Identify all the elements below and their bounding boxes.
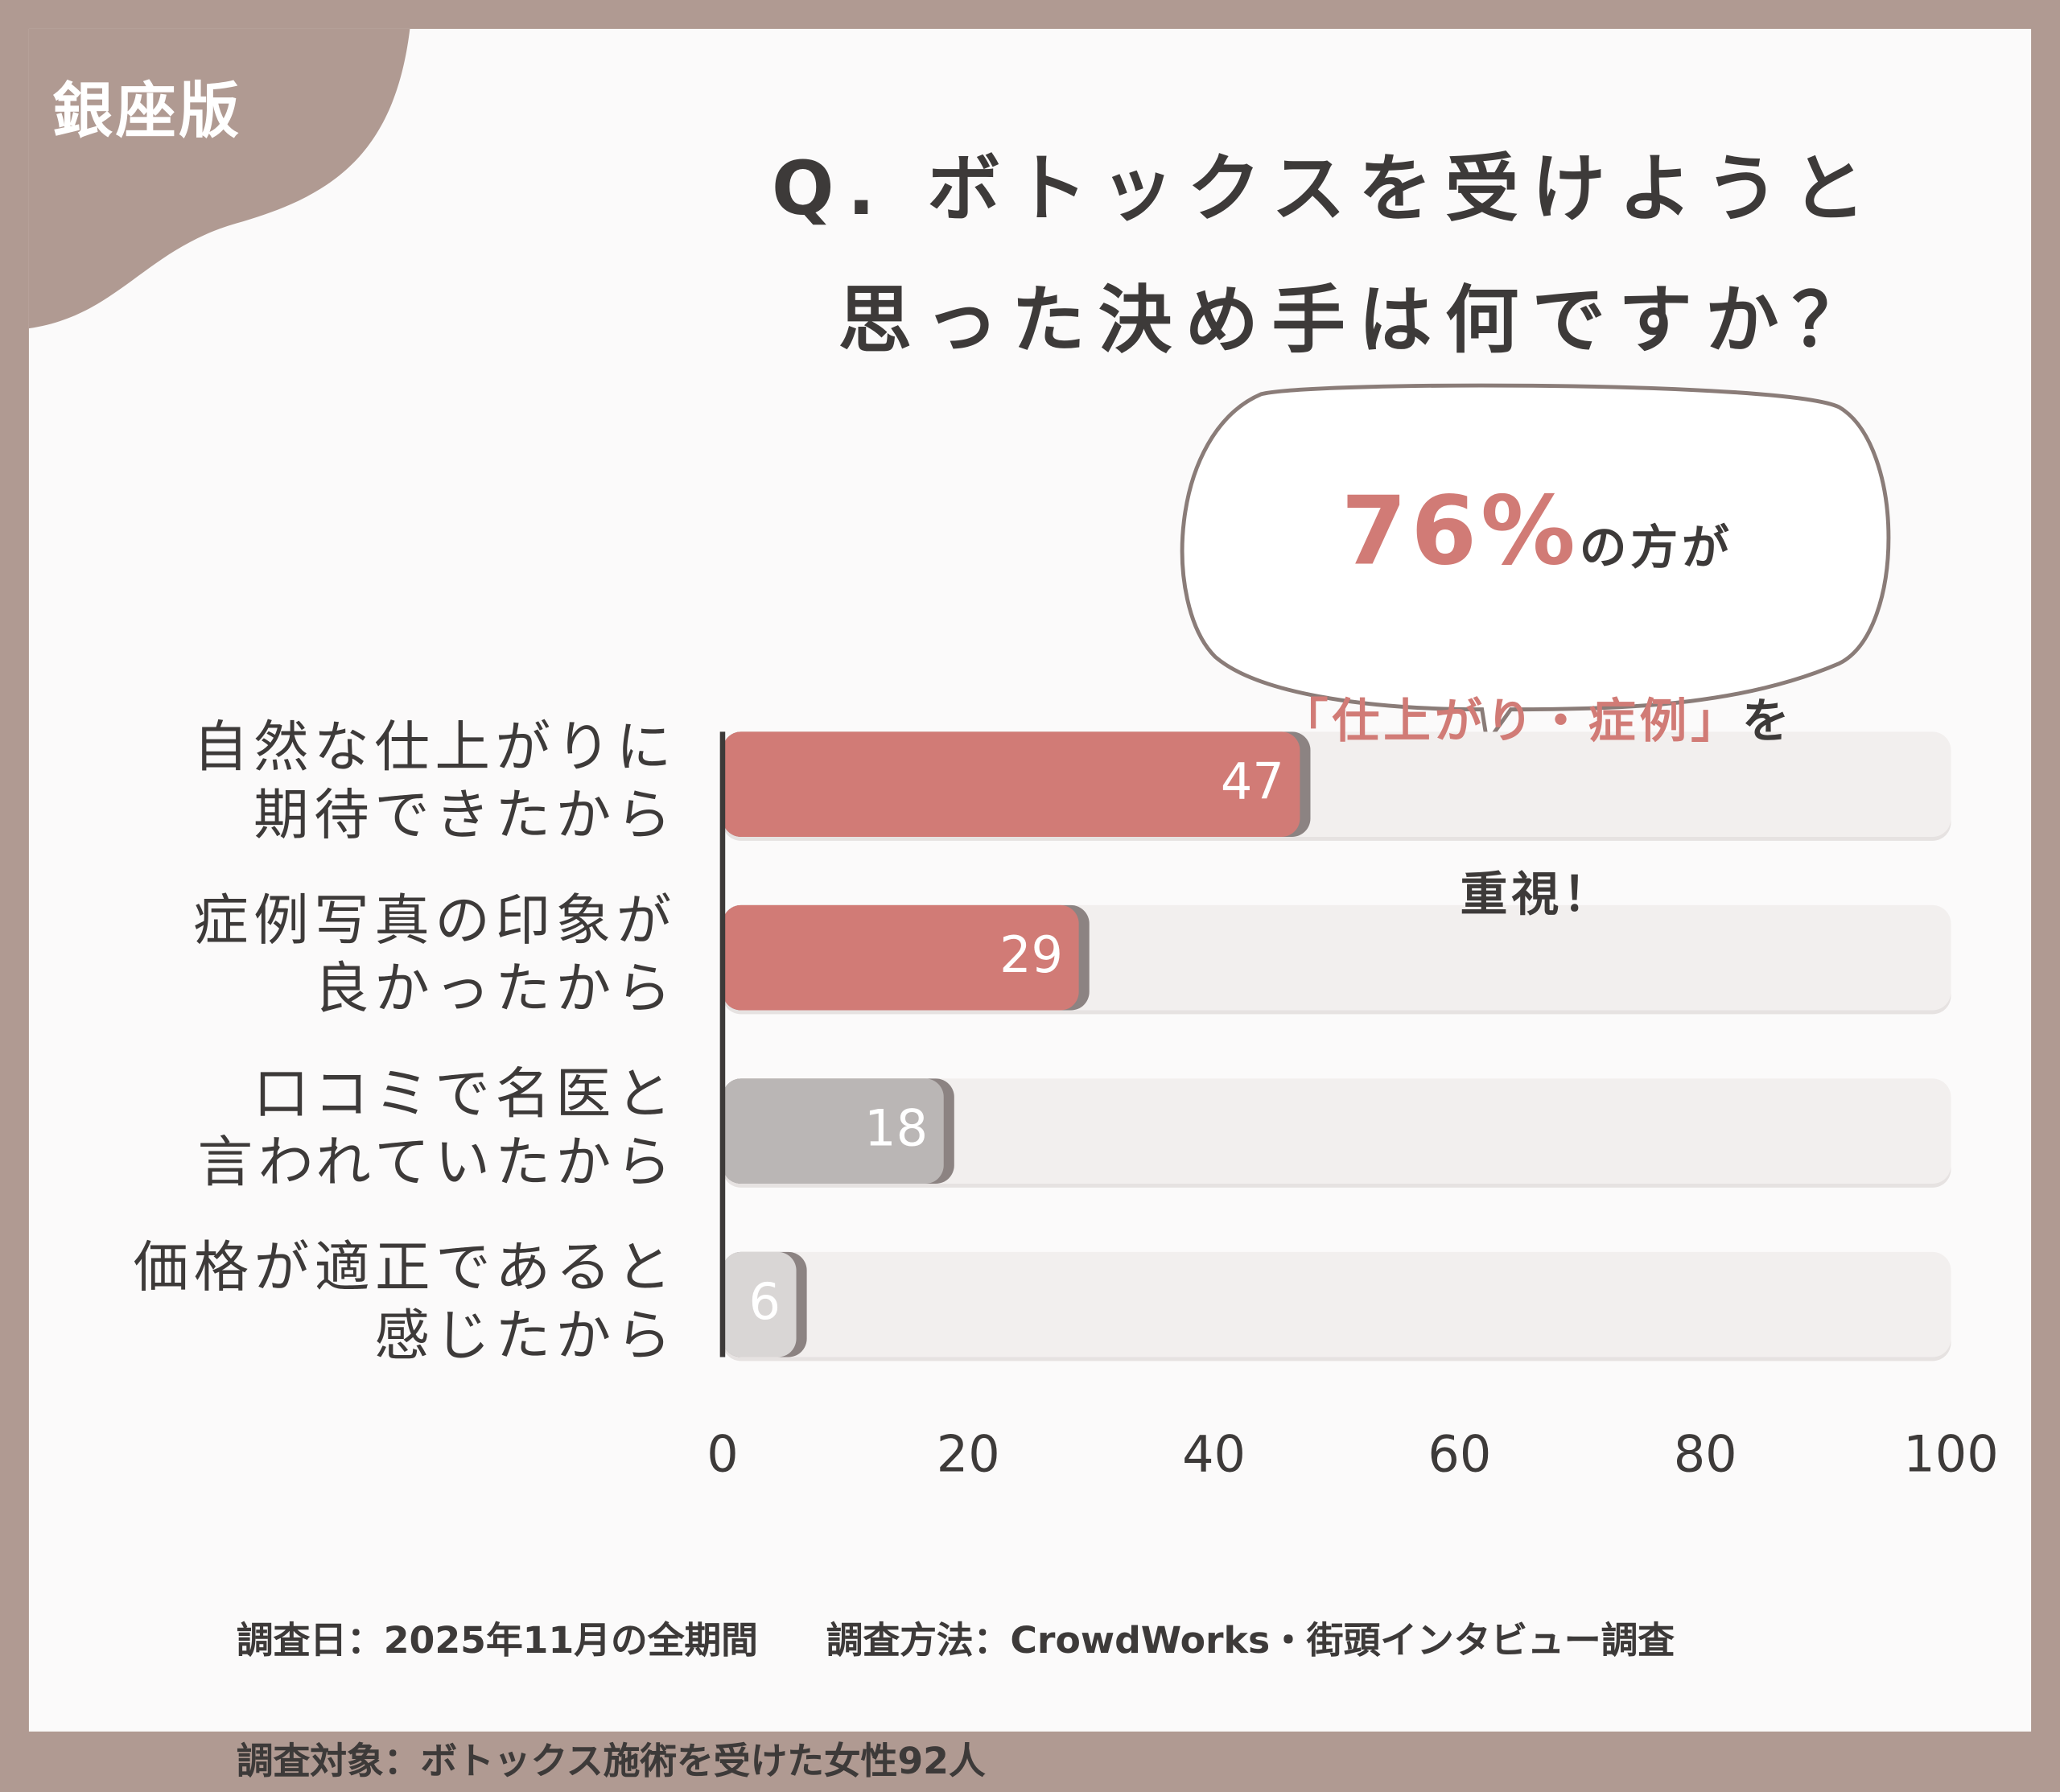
track (722, 1251, 1951, 1357)
value-label: 6 (748, 1273, 781, 1331)
bar (722, 1078, 944, 1184)
y-tick-label: 症例写真の印象が 良かったから (192, 888, 677, 1021)
callout-highlight: 「仕上がり・症例」 (1280, 694, 1742, 749)
callout-line: 76%の方が (1182, 484, 1892, 593)
track (722, 1078, 1951, 1184)
badge-shape (28, 28, 410, 329)
bar (722, 904, 1079, 1011)
note: 調査日：2025年11月の全期間 (236, 1618, 758, 1662)
callout: 76%の方が 「仕上がり・症例」を 重視！ (1182, 401, 1892, 1026)
chart-title: Q. ボトックスを受けようと 思った決め手は何ですか？ (771, 146, 1879, 365)
badge: 銀座版 (52, 75, 242, 146)
panel (28, 28, 2032, 1732)
callout-line: 「仕上がり・症例」を (1182, 679, 1892, 766)
x-tick-label: 60 (1428, 1425, 1492, 1484)
callout-highlight: 76% (1341, 476, 1580, 587)
callout-bubble (1180, 383, 1891, 748)
x-tick-label: 0 (707, 1425, 739, 1484)
y-tick-label: 自然な仕上がりに 期待できたから (192, 715, 677, 848)
callout-text: の方が (1579, 521, 1733, 576)
bar (722, 1251, 797, 1357)
value-label: 47 (1220, 752, 1284, 811)
bar (722, 731, 1300, 837)
x-tick-label: 40 (1182, 1425, 1246, 1484)
y-tick-label: 口コミで名医と 言われていたから (197, 1061, 677, 1195)
x-tick-label: 100 (1903, 1425, 1999, 1484)
x-tick-label: 80 (1673, 1425, 1737, 1484)
callout-text: を (1741, 694, 1794, 749)
note: 調査方法：CrowdWorks・街頭インタビュー調査 (826, 1618, 1675, 1662)
y-tick-label: 価格が適正であると 感じたから (133, 1234, 677, 1368)
x-tick-label: 20 (936, 1425, 1000, 1484)
value-label: 18 (864, 1099, 929, 1158)
notes: 調査日：2025年11月の全期間 調査方法：CrowdWorks・街頭インタビュー… (237, 1551, 1675, 1792)
value-label: 29 (999, 926, 1064, 984)
callout-text: 重視！ (1460, 868, 1614, 923)
